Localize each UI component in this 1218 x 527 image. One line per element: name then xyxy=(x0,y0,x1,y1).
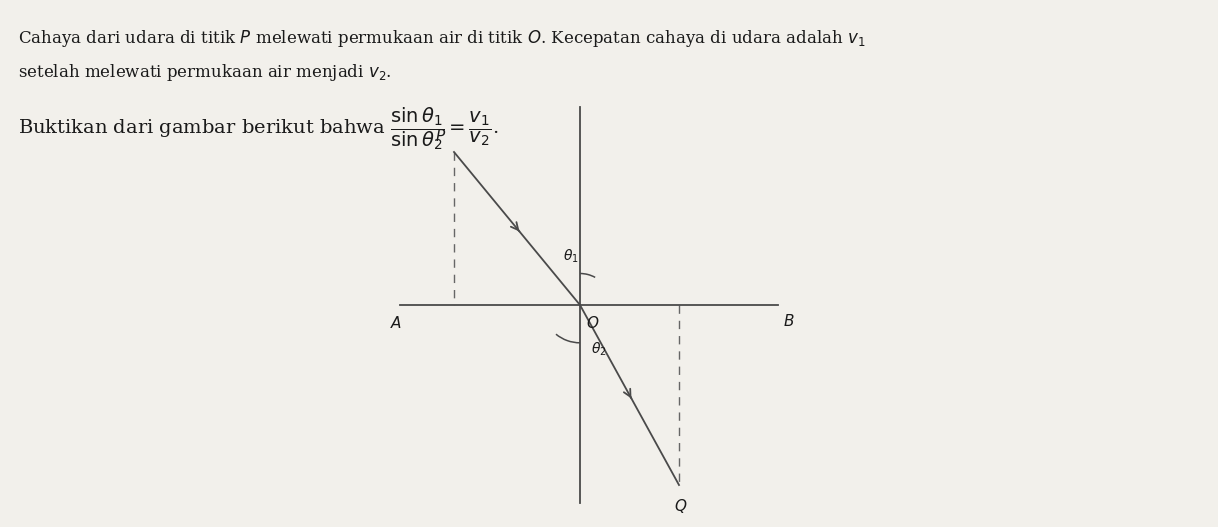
Text: $\theta_1$: $\theta_1$ xyxy=(563,248,579,265)
Text: $P$: $P$ xyxy=(435,128,446,144)
Text: setelah melewati permukaan air menjadi $v_2$.: setelah melewati permukaan air menjadi $… xyxy=(18,62,392,83)
Text: $O$: $O$ xyxy=(586,315,599,331)
Text: $A$: $A$ xyxy=(390,315,402,331)
Text: $Q$: $Q$ xyxy=(675,497,688,515)
Text: Cahaya dari udara di titik $P$ melewati permukaan air di titik $O$. Kecepatan ca: Cahaya dari udara di titik $P$ melewati … xyxy=(18,28,866,49)
Text: $B$: $B$ xyxy=(783,313,794,329)
Text: Buktikan dari gambar berikut bahwa $\dfrac{\sin\theta_1}{\sin\theta_2} = \dfrac{: Buktikan dari gambar berikut bahwa $\dfr… xyxy=(18,105,498,152)
Text: $\theta_2$: $\theta_2$ xyxy=(591,340,607,358)
